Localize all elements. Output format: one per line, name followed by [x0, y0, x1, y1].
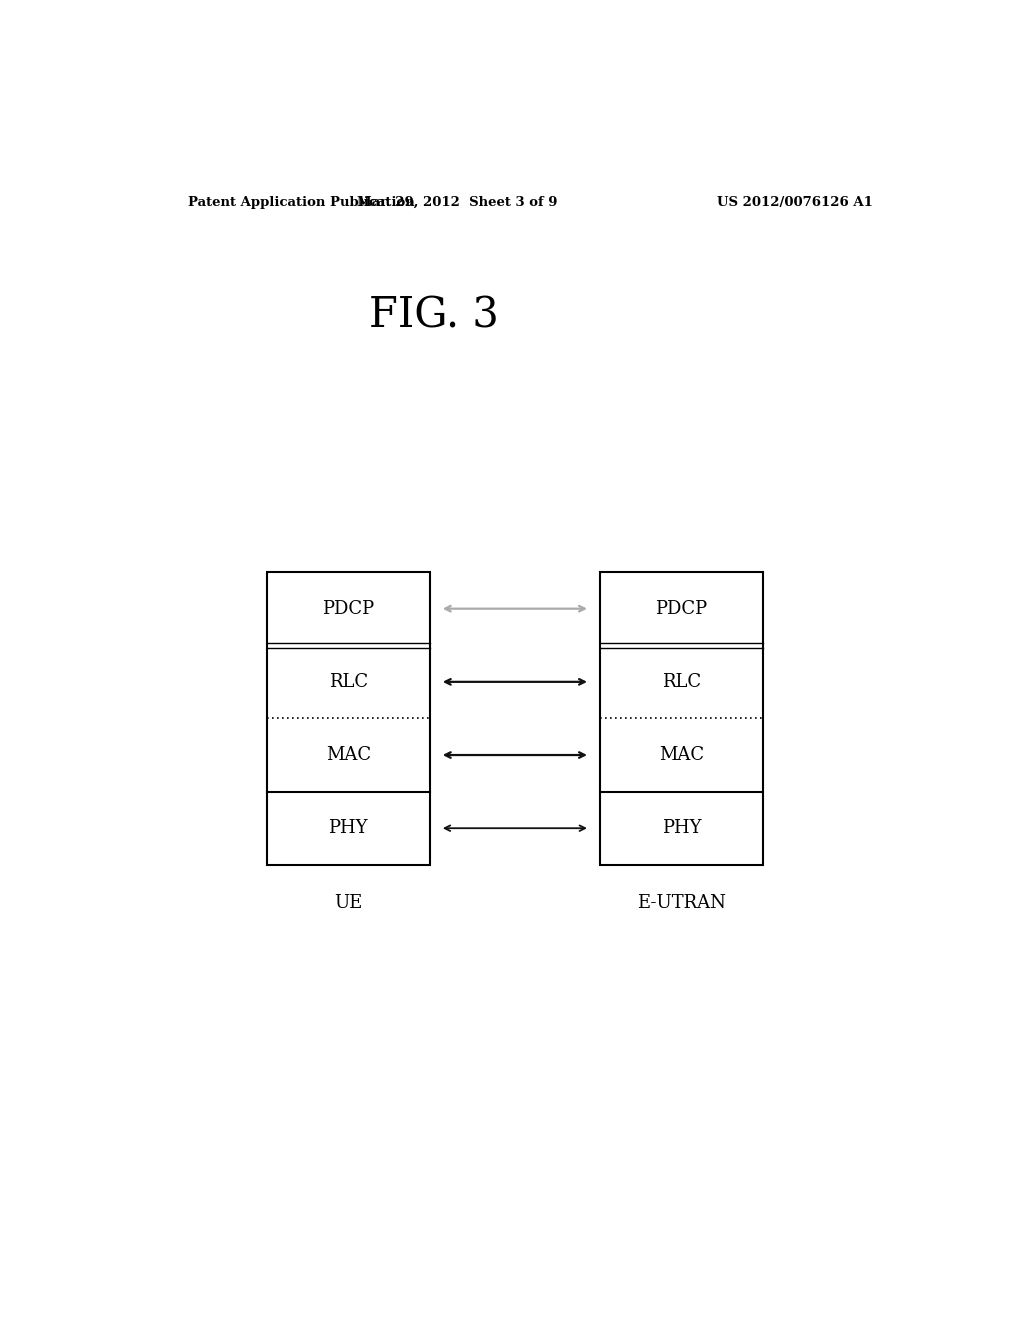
Text: Patent Application Publication: Patent Application Publication: [187, 195, 415, 209]
Text: PHY: PHY: [662, 820, 701, 837]
Text: MAC: MAC: [326, 746, 371, 764]
Text: PDCP: PDCP: [655, 599, 708, 618]
Text: RLC: RLC: [662, 673, 701, 690]
Text: MAC: MAC: [659, 746, 705, 764]
Text: RLC: RLC: [329, 673, 368, 690]
Text: FIG. 3: FIG. 3: [369, 294, 499, 337]
Text: E-UTRAN: E-UTRAN: [637, 895, 726, 912]
Text: US 2012/0076126 A1: US 2012/0076126 A1: [717, 195, 872, 209]
Bar: [267, 572, 430, 865]
Text: UE: UE: [334, 895, 362, 912]
Text: PHY: PHY: [329, 820, 368, 837]
Text: PDCP: PDCP: [323, 599, 375, 618]
Bar: [600, 572, 763, 865]
Text: Mar. 29, 2012  Sheet 3 of 9: Mar. 29, 2012 Sheet 3 of 9: [357, 195, 558, 209]
